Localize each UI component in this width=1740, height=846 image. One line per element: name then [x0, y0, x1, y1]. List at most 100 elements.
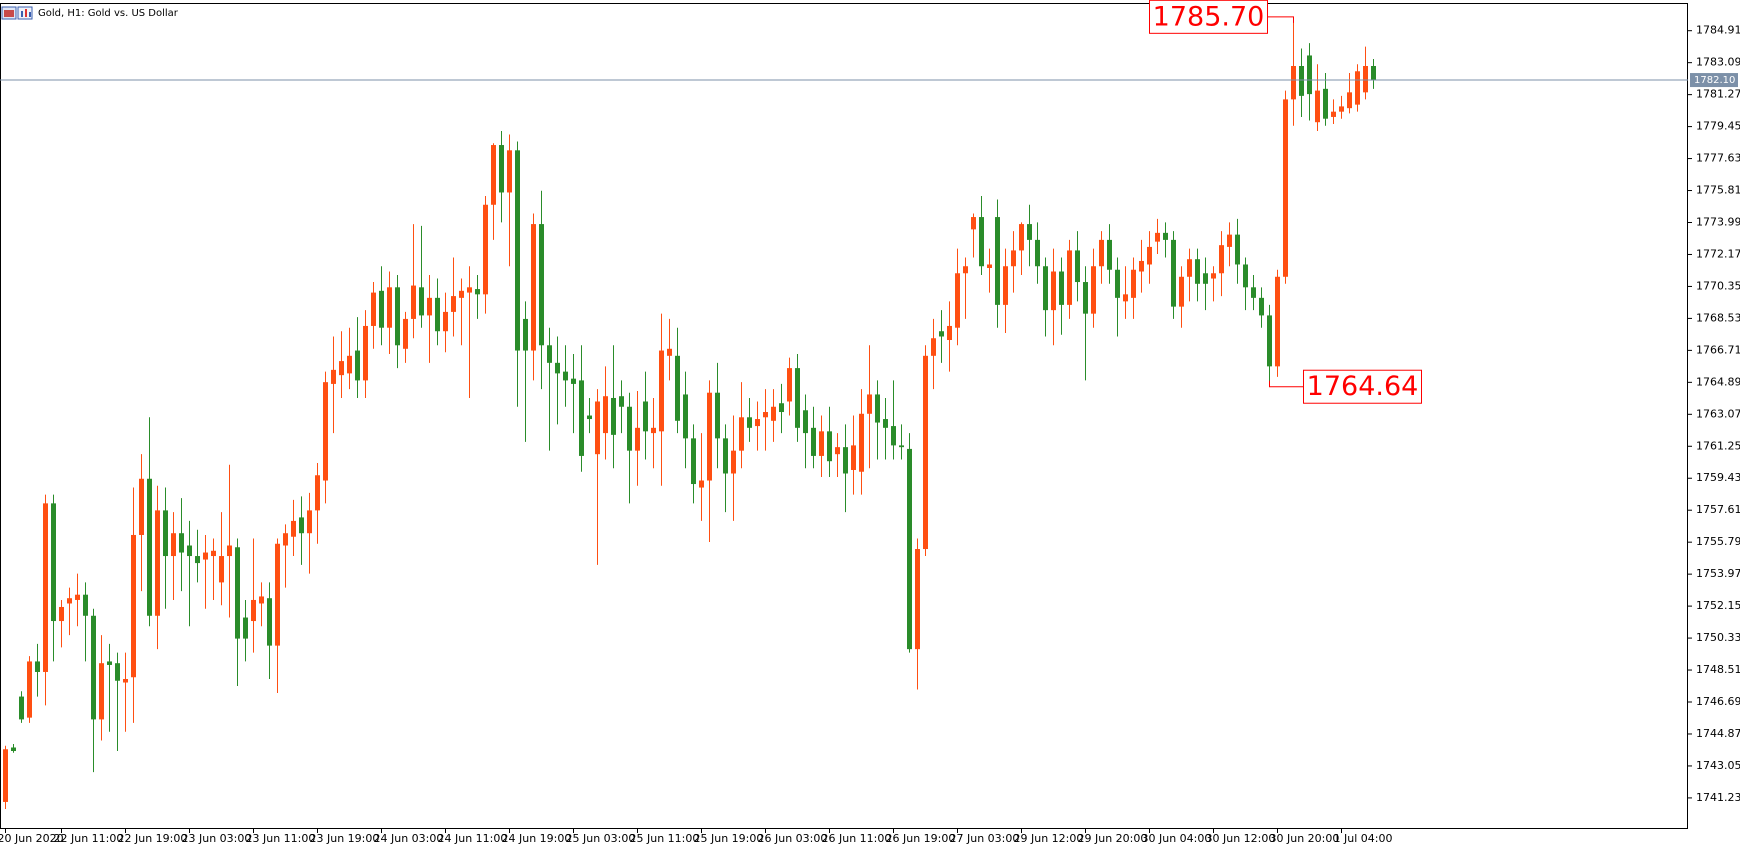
x-tick-label: 23 Jun 03:00: [182, 832, 252, 845]
candle-body: [1259, 297, 1264, 316]
candle-body: [395, 287, 400, 346]
annotation-label: 1764.64: [1307, 371, 1419, 402]
candle-body: [611, 397, 616, 435]
candle-body: [267, 598, 272, 646]
candle-body: [483, 204, 488, 295]
y-tick-label: 1761.25: [1696, 439, 1740, 452]
candle-body: [635, 427, 640, 451]
y-tick-label: 1753.97: [1696, 567, 1740, 580]
candle-body: [379, 290, 384, 328]
candle-body: [715, 392, 720, 439]
x-tick-label: 23 Jun 11:00: [246, 832, 316, 845]
candle-body: [419, 287, 424, 316]
x-tick-label: 26 Jun 11:00: [822, 832, 892, 845]
y-tick-label: 1757.61: [1696, 503, 1740, 516]
candle-body: [259, 596, 264, 604]
y-tick-label: 1784.91: [1696, 24, 1740, 37]
x-tick-label: 26 Jun 03:00: [758, 832, 828, 845]
candle-body: [683, 394, 688, 439]
annotation-box: [1149, 0, 1268, 34]
candle-body: [1195, 259, 1200, 284]
candle-body: [467, 287, 472, 293]
candle-body: [251, 599, 256, 622]
icon-bar: [29, 12, 31, 17]
candle-body: [427, 297, 432, 316]
candle-body: [3, 749, 8, 802]
candle-body: [363, 325, 368, 381]
x-tick-label: 24 Jun 11:00: [438, 832, 508, 845]
candle-body: [963, 266, 968, 274]
candle-body: [403, 318, 408, 349]
x-tick-label: 30 Jun 20:00: [1270, 832, 1340, 845]
candle-body: [899, 445, 904, 448]
candle-body: [451, 296, 456, 312]
candle-body: [243, 617, 248, 639]
candle-body: [83, 594, 88, 616]
candle-body: [555, 362, 560, 374]
candle-body: [11, 747, 16, 752]
candle-body: [915, 549, 920, 650]
y-tick-label: 1772.17: [1696, 247, 1740, 260]
x-tick-label: 1 Jul 04:00: [1334, 832, 1393, 845]
candle-body: [1323, 88, 1328, 119]
candle-body: [667, 348, 672, 356]
annotation-connector: [1269, 380, 1304, 388]
candle-body: [851, 445, 856, 470]
chart-title: Gold, H1: Gold vs. US Dollar: [38, 8, 179, 19]
candles: [3, 16, 1376, 809]
window-icon: [1, 6, 33, 20]
x-tick-label: 29 Jun 12:00: [1014, 832, 1084, 845]
icon-window-inner: [4, 10, 14, 17]
candle-body: [195, 556, 200, 564]
candle-body: [203, 552, 208, 560]
candle-body: [819, 431, 824, 456]
candle-body: [995, 217, 1000, 305]
candle-body: [867, 394, 872, 414]
candle-body: [723, 438, 728, 474]
candle-body: [883, 419, 888, 428]
candle-body: [443, 311, 448, 332]
x-tick-label: 22 Jun 19:00: [118, 832, 188, 845]
y-tick-label: 1743.05: [1696, 759, 1740, 772]
x-tick-label: 20 Jun 2020: [0, 832, 64, 845]
candle-body: [235, 547, 240, 639]
candle-body: [787, 368, 792, 402]
candle-body: [619, 396, 624, 407]
icon-bar: [21, 11, 23, 17]
candle-body: [227, 545, 232, 557]
annotation-connector: [1267, 16, 1294, 23]
candle-body: [1243, 264, 1248, 288]
y-tick-label: 1783.09: [1696, 56, 1740, 69]
x-tick-label: 30 Jun 12:00: [1206, 832, 1276, 845]
current-price-box: [1690, 73, 1738, 88]
candle-body: [459, 290, 464, 298]
candle-body: [1275, 276, 1280, 367]
y-tick-label: 1752.15: [1696, 599, 1740, 612]
candle-body: [1227, 234, 1232, 247]
candle-body: [627, 406, 632, 451]
candle-body: [347, 355, 352, 374]
candle-body: [1363, 66, 1368, 93]
candle-body: [1371, 66, 1376, 81]
candle-body: [643, 401, 648, 432]
candle-body: [1115, 269, 1120, 298]
x-tick-label: 25 Jun 19:00: [694, 832, 764, 845]
candle-body: [107, 661, 112, 665]
candle-body: [1315, 90, 1320, 123]
y-tick-label: 1775.81: [1696, 184, 1740, 197]
candle-body: [1019, 224, 1024, 251]
candle-body: [275, 543, 280, 646]
y-tick-label: 1764.89: [1696, 375, 1740, 388]
y-tick-label: 1746.69: [1696, 695, 1740, 708]
candle-body: [1059, 271, 1064, 305]
x-tick-label: 26 Jun 19:00: [886, 832, 956, 845]
candle-body: [115, 663, 120, 681]
candle-body: [523, 318, 528, 351]
y-tick-label: 1773.99: [1696, 216, 1740, 229]
candle-body: [123, 679, 128, 683]
candle-body: [795, 368, 800, 428]
candle-body: [1187, 259, 1192, 277]
candle-body: [515, 150, 520, 351]
candle-body: [1067, 250, 1072, 305]
